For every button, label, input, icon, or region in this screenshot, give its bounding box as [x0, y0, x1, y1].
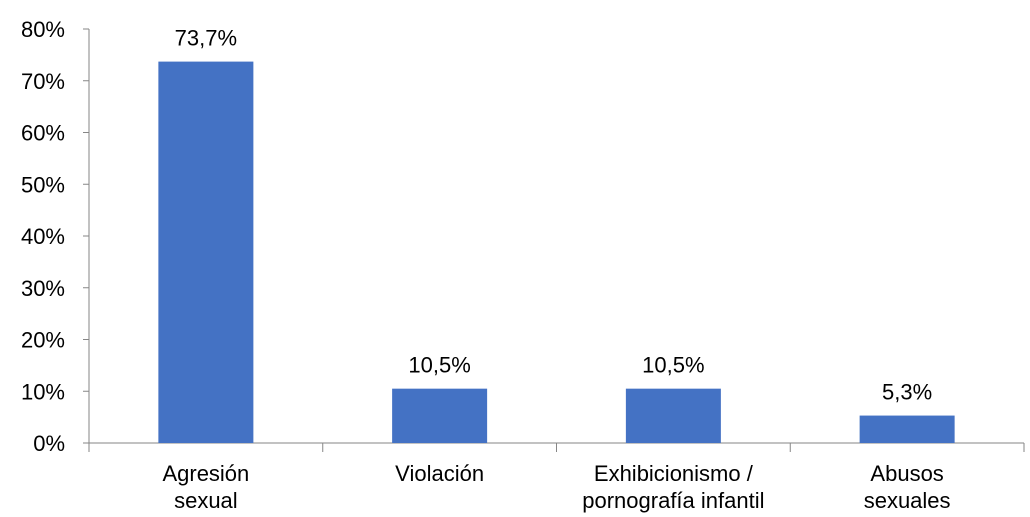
- x-tick-label: Agresión: [162, 461, 249, 486]
- y-tick-label: 30%: [21, 276, 65, 301]
- data-label: 73,7%: [175, 26, 237, 51]
- y-tick-label: 50%: [21, 172, 65, 197]
- y-tick-label: 60%: [21, 121, 65, 146]
- data-label: 10,5%: [642, 353, 704, 378]
- y-tick-label: 10%: [21, 379, 65, 404]
- y-tick-label: 0%: [33, 431, 65, 456]
- y-tick-label: 70%: [21, 69, 65, 94]
- y-tick-label: 40%: [21, 224, 65, 249]
- y-tick-label: 80%: [21, 17, 65, 42]
- bar: [625, 388, 721, 443]
- bar: [392, 388, 488, 443]
- bars: [158, 61, 955, 443]
- x-tick-label: sexual: [174, 488, 238, 513]
- data-labels: 73,7% 10,5% 10,5% 5,3%: [175, 26, 933, 405]
- data-label: 10,5%: [408, 353, 470, 378]
- data-label: 5,3%: [882, 380, 932, 405]
- x-tick-label: pornografía infantil: [582, 488, 764, 513]
- bar: [859, 415, 955, 443]
- x-tick-label: sexuales: [864, 488, 951, 513]
- bar: [158, 61, 254, 443]
- x-tick-label: Exhibicionismo /: [594, 461, 754, 486]
- y-axis: 0% 10% 20% 30% 40% 50% 60% 70% 80%: [21, 17, 90, 456]
- x-tick-label: Violación: [395, 461, 484, 486]
- x-tick-label: Abusos: [870, 461, 943, 486]
- y-tick-label: 20%: [21, 328, 65, 353]
